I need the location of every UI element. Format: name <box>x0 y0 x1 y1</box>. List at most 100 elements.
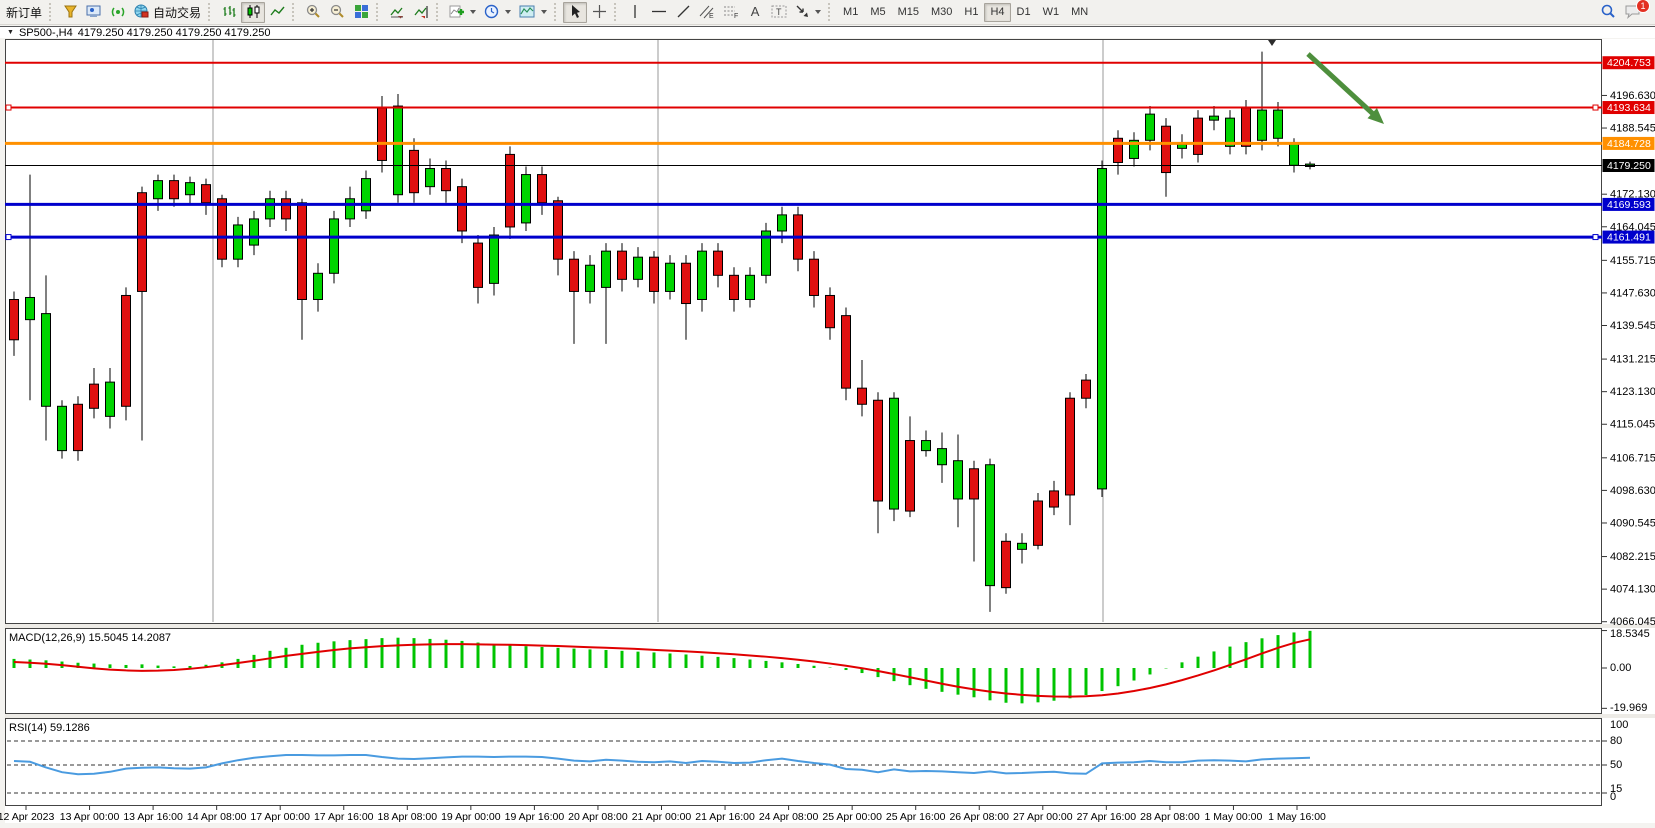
bear-candle <box>505 153 515 228</box>
globe-icon <box>134 4 150 21</box>
bear-candle <box>857 387 867 405</box>
timeframe-m5-button[interactable]: M5 <box>864 3 891 22</box>
line-chart-button[interactable] <box>265 2 289 23</box>
bear-candle <box>441 168 451 192</box>
bull-candle <box>953 460 963 500</box>
time-axis: 12 Apr 2023 13 Apr 00:00 13 Apr 16:00 14 Ap… <box>0 805 1326 823</box>
time-axis-label: 28 Apr 08:00 <box>1140 811 1200 823</box>
time-axis-label: 17 Apr 00:00 <box>250 811 310 823</box>
bull-candle <box>425 168 435 188</box>
bear-candle <box>649 256 659 292</box>
zoom-out-button[interactable] <box>325 2 349 23</box>
fibonacci-button[interactable]: F <box>719 2 743 23</box>
shapes-button[interactable] <box>791 2 825 23</box>
search-button[interactable] <box>1596 2 1620 23</box>
price-axis-tick: 4196.630 <box>1610 90 1655 102</box>
macd-axis-tick: -19.969 <box>1610 702 1647 714</box>
vertical-line-button[interactable] <box>623 2 647 23</box>
line-handle[interactable] <box>5 104 12 111</box>
terminal-icon <box>86 4 102 21</box>
time-axis-label: 27 Apr 00:00 <box>1013 811 1073 823</box>
rsi-axis-tick: 100 <box>1610 719 1628 731</box>
bear-candle <box>409 149 419 194</box>
timeframe-h4-button[interactable]: H4 <box>984 2 1011 22</box>
bear-candle <box>729 274 739 300</box>
crosshair-button[interactable] <box>587 2 611 23</box>
bull-candle <box>361 178 371 212</box>
arrow-shaft[interactable] <box>1306 52 1379 120</box>
time-axis-label: 14 Apr 08:00 <box>187 811 247 823</box>
timeframe-m1-button[interactable]: M1 <box>837 3 864 22</box>
text-a-icon: A <box>750 4 760 19</box>
templates-button[interactable] <box>515 2 551 23</box>
funnel-icon <box>63 4 78 21</box>
rsi-axis-tick: 80 <box>1610 735 1622 747</box>
chat-button[interactable]: 1 <box>1620 0 1650 23</box>
timeframe-w1-button[interactable]: W1 <box>1037 3 1066 22</box>
autotrade-button[interactable]: 自动交易 <box>130 2 205 23</box>
timeframe-d1-button[interactable]: D1 <box>1011 3 1037 22</box>
price-level-tag <box>1602 136 1655 150</box>
time-axis-label: 24 Apr 08:00 <box>759 811 819 823</box>
zoom-in-button[interactable] <box>301 2 325 23</box>
time-axis-label: 1 May 16:00 <box>1268 811 1326 823</box>
text-button[interactable]: A <box>743 2 767 23</box>
new-order-button[interactable]: 新订单 <box>2 2 46 23</box>
macd-axis-tick: 18.5345 <box>1610 628 1650 640</box>
chart-shift-marker-icon[interactable] <box>1268 40 1276 46</box>
auto-scroll-button[interactable] <box>385 2 409 23</box>
channel-button[interactable]: E <box>695 2 719 23</box>
timeframe-h1-button[interactable]: H1 <box>958 3 984 22</box>
timeframe-label: M15 <box>897 6 919 18</box>
time-axis-label: 12 Apr 2023 <box>0 811 54 823</box>
price-axis-tick: 4115.045 <box>1610 419 1655 431</box>
trendline-button[interactable] <box>671 2 695 23</box>
collapse-triangle-icon[interactable]: ▼ <box>7 29 14 36</box>
timeframe-m15-button[interactable]: M15 <box>892 3 925 22</box>
bear-candle <box>89 383 99 409</box>
zoom-out-icon <box>329 3 345 21</box>
trendline-icon <box>676 4 691 21</box>
bear-candle <box>1161 125 1171 174</box>
bull-candle <box>1017 542 1027 550</box>
bull-candle <box>889 397 899 510</box>
price-level-tag <box>1602 230 1655 244</box>
chart-shift-icon <box>413 4 429 21</box>
bear-candle <box>9 298 19 341</box>
bull-candle <box>105 381 115 417</box>
cursor-button[interactable] <box>563 1 588 23</box>
tile-windows-button[interactable] <box>349 2 373 23</box>
time-axis-label: 19 Apr 00:00 <box>441 811 501 823</box>
timeframe-label: M5 <box>870 6 886 18</box>
new-order-label: 新订单 <box>6 5 43 20</box>
line-handle[interactable] <box>1592 104 1599 111</box>
timeframe-mn-button[interactable]: MN <box>1065 3 1094 22</box>
styler-button[interactable] <box>58 2 82 23</box>
time-axis-label: 25 Apr 00:00 <box>822 811 882 823</box>
bear-candle <box>569 258 579 292</box>
chart-ohlc-readout: 4179.250 4179.250 4179.250 4179.250 <box>77 26 271 39</box>
indicators-button[interactable] <box>445 2 480 23</box>
candlestick-chart-button[interactable] <box>241 1 266 23</box>
timeframe-m30-button[interactable]: M30 <box>925 3 958 22</box>
bull-candle <box>585 264 595 292</box>
horizontal-line-button[interactable] <box>647 2 671 23</box>
signals-button[interactable] <box>106 2 130 23</box>
periods-button[interactable] <box>480 2 515 23</box>
svg-text:E: E <box>709 13 714 19</box>
line-handle[interactable] <box>5 234 12 241</box>
bull-candle <box>777 214 787 232</box>
bull-candle <box>1129 139 1139 159</box>
arrow-head[interactable] <box>1367 108 1384 124</box>
chart-shift-button[interactable] <box>409 2 433 23</box>
chart-window-titlebar[interactable]: ▼ SP500-,H4 4179.250 4179.250 4179.250 4… <box>0 26 1655 39</box>
chevron-down-icon <box>470 10 477 14</box>
text-label-button[interactable]: T <box>767 2 791 23</box>
bar-chart-button[interactable] <box>217 2 241 23</box>
cursor-icon <box>568 4 582 21</box>
line-handle[interactable] <box>1592 234 1599 241</box>
bull-candle <box>153 180 163 200</box>
price-tag-text: 4204.753 <box>1607 57 1651 69</box>
terminal-button[interactable] <box>82 2 106 23</box>
